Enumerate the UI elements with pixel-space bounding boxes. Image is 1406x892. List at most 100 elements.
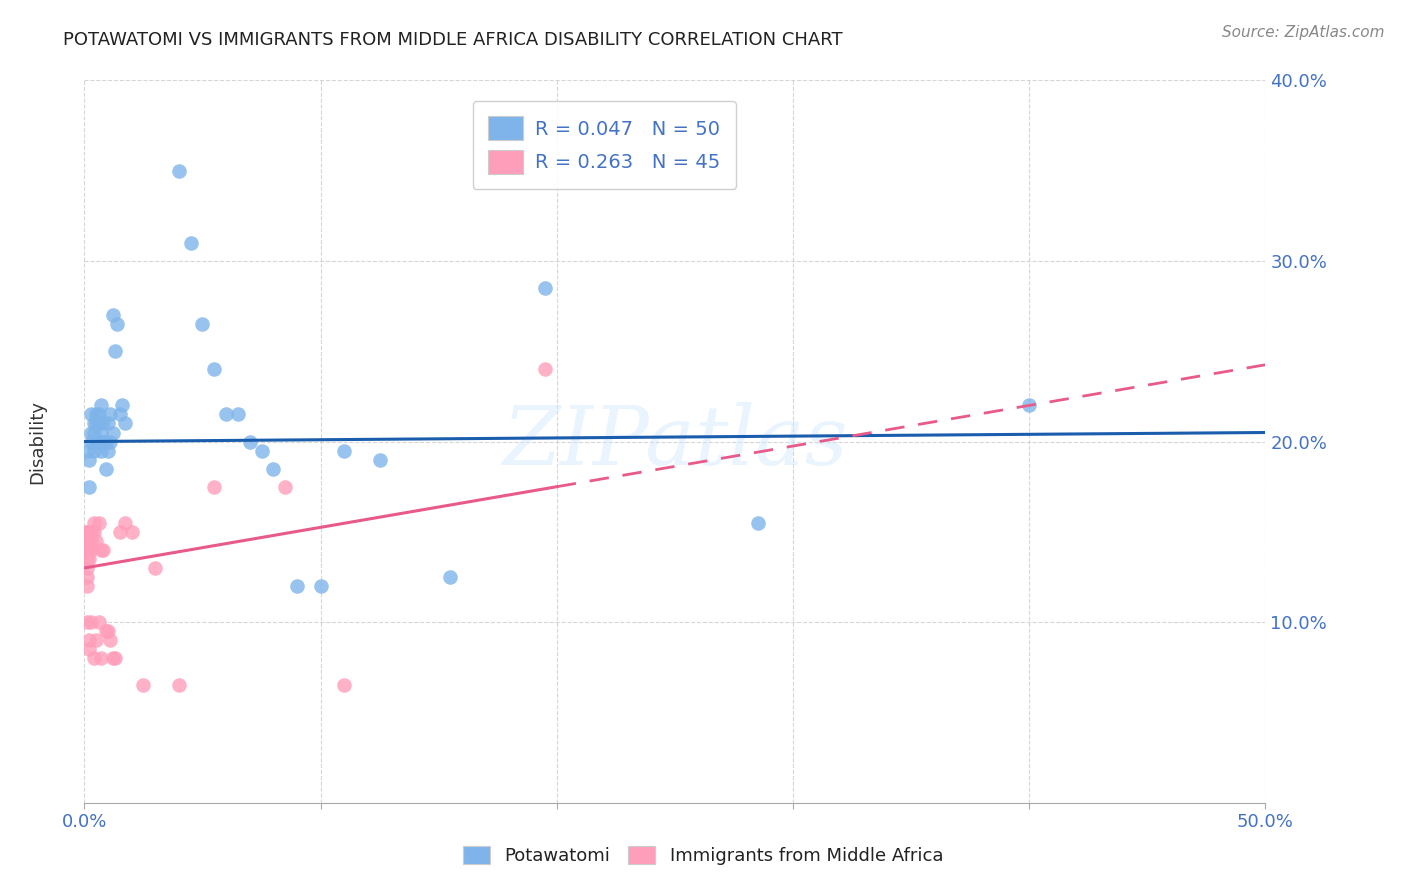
Point	[143, 561, 166, 575]
Point	[77, 633, 100, 648]
Point	[215, 408, 238, 422]
Point	[80, 542, 103, 557]
Point	[94, 461, 117, 475]
Point	[534, 362, 557, 376]
Point	[83, 443, 105, 458]
Point	[76, 443, 98, 458]
Point	[83, 651, 105, 665]
Point	[76, 579, 98, 593]
Legend: R = 0.047   N = 50, R = 0.263   N = 45: R = 0.047 N = 50, R = 0.263 N = 45	[472, 101, 735, 189]
Point	[108, 408, 131, 422]
Point	[114, 417, 136, 431]
Point	[90, 542, 112, 557]
Point	[77, 552, 100, 566]
Point	[226, 408, 249, 422]
Point	[87, 408, 110, 422]
Point	[333, 678, 356, 692]
Point	[250, 443, 273, 458]
Point	[107, 317, 129, 331]
Point	[87, 434, 110, 449]
Point	[87, 615, 110, 630]
Point	[202, 480, 225, 494]
Point	[90, 398, 112, 412]
Point	[80, 615, 103, 630]
Point	[97, 624, 120, 639]
Text: POTAWATOMI VS IMMIGRANTS FROM MIDDLE AFRICA DISABILITY CORRELATION CHART: POTAWATOMI VS IMMIGRANTS FROM MIDDLE AFR…	[63, 31, 842, 49]
Point	[747, 516, 769, 530]
Point	[77, 452, 100, 467]
Point	[94, 434, 117, 449]
Point	[114, 516, 136, 530]
Point	[76, 533, 98, 548]
Point	[534, 281, 557, 295]
Point	[84, 533, 107, 548]
Point	[191, 317, 214, 331]
Point	[80, 533, 103, 548]
Point	[87, 516, 110, 530]
Point	[84, 434, 107, 449]
Point	[90, 651, 112, 665]
Point	[77, 642, 100, 657]
Point	[91, 417, 114, 431]
Point	[1018, 398, 1040, 412]
Point	[97, 443, 120, 458]
Point	[202, 362, 225, 376]
Point	[167, 678, 190, 692]
Point	[84, 408, 107, 422]
Point	[98, 408, 121, 422]
Point	[76, 524, 98, 539]
Point	[167, 163, 190, 178]
Text: ZIPatlas: ZIPatlas	[502, 401, 848, 482]
Point	[121, 524, 143, 539]
Point	[104, 651, 127, 665]
Text: Source: ZipAtlas.com: Source: ZipAtlas.com	[1222, 25, 1385, 40]
Point	[274, 480, 297, 494]
Point	[84, 633, 107, 648]
Point	[333, 443, 356, 458]
Point	[80, 425, 103, 440]
Point	[83, 425, 105, 440]
Point	[94, 624, 117, 639]
Point	[80, 524, 103, 539]
Point	[83, 417, 105, 431]
Point	[76, 524, 98, 539]
Point	[101, 425, 124, 440]
Point	[309, 579, 332, 593]
Point	[76, 570, 98, 584]
Legend: Potawatomi, Immigrants from Middle Africa: Potawatomi, Immigrants from Middle Afric…	[456, 838, 950, 872]
Point	[76, 524, 98, 539]
Point	[262, 461, 284, 475]
Point	[80, 408, 103, 422]
Point	[368, 452, 391, 467]
Point	[108, 524, 131, 539]
Point	[90, 443, 112, 458]
Point	[285, 579, 308, 593]
Text: Disability: Disability	[28, 400, 46, 483]
Point	[98, 434, 121, 449]
Point	[76, 561, 98, 575]
Point	[98, 633, 121, 648]
Point	[84, 417, 107, 431]
Point	[239, 434, 262, 449]
Point	[77, 533, 100, 548]
Point	[83, 516, 105, 530]
Point	[180, 235, 202, 250]
Point	[111, 398, 134, 412]
Point	[76, 552, 98, 566]
Point	[91, 542, 114, 557]
Point	[439, 570, 461, 584]
Point	[104, 344, 127, 359]
Point	[90, 425, 112, 440]
Point	[87, 417, 110, 431]
Point	[77, 524, 100, 539]
Point	[101, 651, 124, 665]
Point	[76, 542, 98, 557]
Point	[77, 542, 100, 557]
Point	[97, 417, 120, 431]
Point	[101, 308, 124, 322]
Point	[83, 524, 105, 539]
Point	[80, 434, 103, 449]
Point	[132, 678, 155, 692]
Point	[91, 434, 114, 449]
Point	[77, 480, 100, 494]
